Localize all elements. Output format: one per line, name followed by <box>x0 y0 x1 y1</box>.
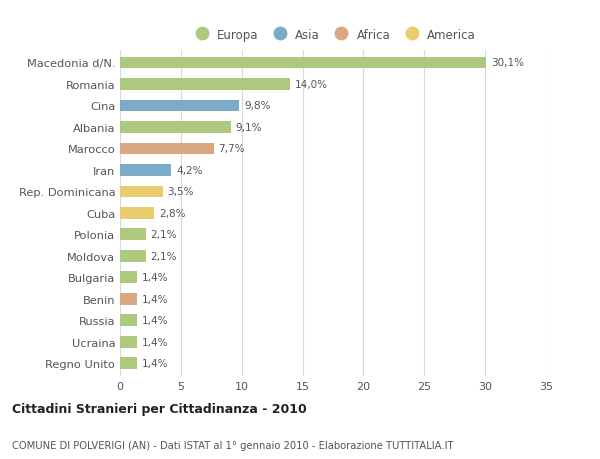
Bar <box>120 101 239 112</box>
Text: 2,8%: 2,8% <box>159 208 185 218</box>
Text: 2,1%: 2,1% <box>151 252 177 261</box>
Text: 1,4%: 1,4% <box>142 358 169 369</box>
Bar <box>120 358 137 369</box>
Legend: Europa, Asia, Africa, America: Europa, Asia, Africa, America <box>185 24 481 46</box>
Bar <box>120 122 231 134</box>
Text: 9,8%: 9,8% <box>244 101 271 111</box>
Bar <box>120 79 290 91</box>
Text: Cittadini Stranieri per Cittadinanza - 2010: Cittadini Stranieri per Cittadinanza - 2… <box>12 403 307 415</box>
Bar <box>120 251 146 262</box>
Bar <box>120 229 146 241</box>
Bar <box>120 57 487 69</box>
Bar <box>120 293 137 305</box>
Text: 1,4%: 1,4% <box>142 316 169 325</box>
Bar <box>120 207 154 219</box>
Text: 1,4%: 1,4% <box>142 273 169 283</box>
Bar <box>120 143 214 155</box>
Bar <box>120 165 171 176</box>
Text: 7,7%: 7,7% <box>218 144 245 154</box>
Bar <box>120 186 163 198</box>
Text: 1,4%: 1,4% <box>142 294 169 304</box>
Bar <box>120 315 137 326</box>
Text: 3,5%: 3,5% <box>167 187 194 197</box>
Text: 9,1%: 9,1% <box>236 123 262 133</box>
Text: 30,1%: 30,1% <box>491 58 524 68</box>
Bar <box>120 336 137 348</box>
Text: 2,1%: 2,1% <box>151 230 177 240</box>
Text: 4,2%: 4,2% <box>176 166 202 175</box>
Text: 14,0%: 14,0% <box>295 80 328 90</box>
Bar <box>120 272 137 284</box>
Text: COMUNE DI POLVERIGI (AN) - Dati ISTAT al 1° gennaio 2010 - Elaborazione TUTTITAL: COMUNE DI POLVERIGI (AN) - Dati ISTAT al… <box>12 440 454 450</box>
Text: 1,4%: 1,4% <box>142 337 169 347</box>
